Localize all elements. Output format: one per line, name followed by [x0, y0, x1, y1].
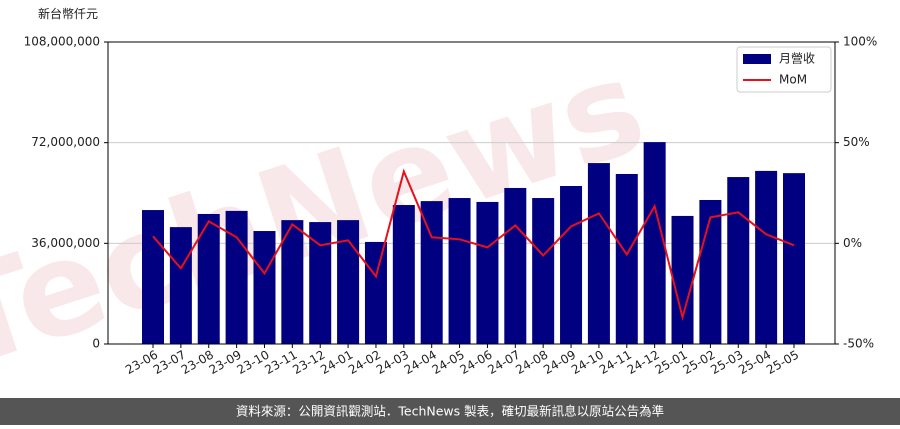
legend-label: MoM [779, 73, 807, 87]
y-tick-label: 0 [92, 337, 100, 351]
y-axis-label: 新台幣仟元 [38, 6, 98, 21]
legend-label: 月營收 [779, 52, 815, 66]
bar [643, 142, 666, 344]
bar [309, 222, 332, 344]
bar [364, 241, 387, 344]
bar [699, 199, 722, 344]
y2-tick-label: 50% [843, 135, 870, 149]
y2-tick-label: 0% [843, 236, 862, 250]
line [152, 168, 795, 322]
y-tick-label: 72,000,000 [31, 135, 100, 149]
bar [169, 227, 192, 344]
footer-bar [0, 398, 900, 425]
bar [727, 177, 750, 344]
bar [671, 215, 694, 344]
plot-frame [107, 41, 836, 345]
bar [448, 198, 471, 344]
legend-swatch [743, 54, 771, 64]
bar [615, 173, 638, 344]
bar [225, 210, 248, 344]
bar [560, 186, 583, 344]
bar [476, 201, 499, 344]
bar [532, 198, 555, 344]
y2-tick-label: -50% [843, 337, 874, 351]
y-tick-label: 108,000,000 [24, 35, 100, 49]
bar [253, 231, 276, 344]
bar [392, 205, 415, 344]
bar [420, 201, 443, 344]
footer-text: 資料來源：公開資訊觀測站．TechNews 製表，確切最新訊息以原站公告為準 [236, 404, 664, 419]
bar [587, 163, 610, 344]
bar [783, 173, 805, 344]
bar [337, 220, 360, 344]
bar [281, 220, 304, 344]
bar [504, 187, 527, 344]
bar [197, 213, 220, 344]
y2-tick-label: 100% [843, 35, 877, 49]
bar [755, 170, 778, 344]
bar [142, 210, 164, 344]
y-tick-label: 36,000,000 [31, 236, 100, 250]
